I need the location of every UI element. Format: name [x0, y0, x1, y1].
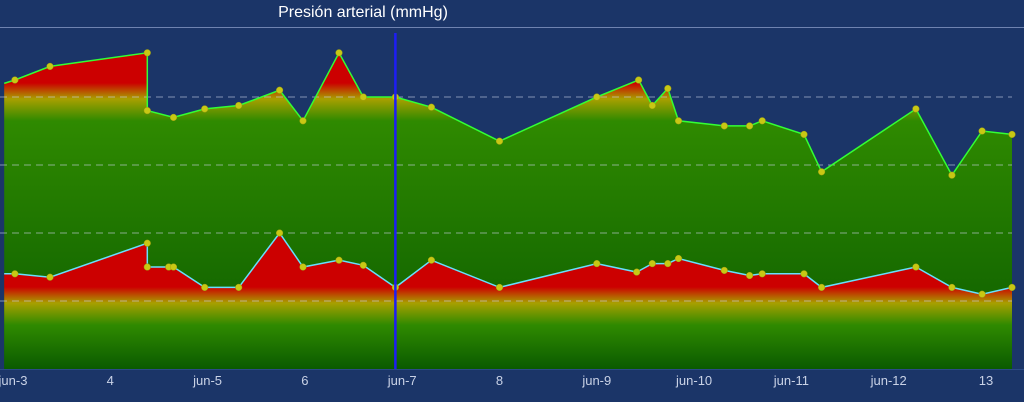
series-0-point — [201, 105, 209, 113]
series-1-point — [978, 290, 986, 298]
series-1-point — [46, 273, 54, 281]
series-1-point — [359, 261, 367, 269]
series-1-point — [948, 283, 956, 291]
series-1-point — [593, 260, 601, 268]
series-1-point — [201, 283, 209, 291]
series-0-point — [235, 101, 243, 110]
series-1-point — [648, 260, 656, 268]
series-0-point — [299, 117, 307, 125]
series-1-point — [11, 270, 19, 278]
series-0-point — [948, 171, 956, 179]
series-0-point — [427, 103, 435, 111]
series-1-point — [758, 270, 766, 278]
x-tick-label: jun-7 — [387, 373, 417, 388]
series-0-point — [276, 86, 284, 94]
x-tick-label: jun-11 — [773, 373, 809, 388]
series-1-point — [169, 263, 178, 271]
chart-title: Presión arterial (mmHg) — [278, 4, 448, 21]
series-0-point — [758, 117, 766, 125]
x-tick-label: 8 — [496, 373, 503, 388]
series-0-point — [359, 93, 367, 101]
series-1-point — [746, 271, 754, 280]
x-tick-label: jun-3 — [0, 373, 27, 388]
series-1-point — [143, 239, 151, 247]
series-1-point — [335, 256, 343, 264]
series-1-point — [235, 283, 243, 291]
series-0-point — [46, 62, 54, 70]
series-1-point — [1008, 283, 1016, 291]
series-0-point — [169, 113, 178, 121]
x-tick-label: jun-12 — [870, 373, 907, 388]
series-0-point — [11, 76, 19, 84]
series-1-point — [276, 229, 284, 237]
series-1-point — [495, 283, 504, 291]
series-1-point — [800, 270, 808, 278]
x-tick-label: 13 — [979, 373, 993, 388]
series-0-point — [912, 105, 920, 113]
series-1-point — [818, 283, 826, 291]
series-0-point — [1008, 130, 1016, 138]
series-1-point — [427, 256, 435, 264]
series-0-point — [648, 101, 656, 110]
series-1-point — [720, 266, 728, 274]
series-1-point — [299, 263, 307, 271]
x-tick-label: jun-10 — [675, 373, 712, 388]
series-0-point — [635, 76, 643, 84]
series-0-point — [720, 122, 728, 130]
series-1-point — [664, 260, 672, 268]
series-0-point — [674, 117, 683, 125]
series-0-point — [495, 137, 504, 145]
series-1-point — [912, 263, 920, 271]
x-tick-label: 4 — [107, 373, 114, 388]
x-tick-label: jun-5 — [192, 373, 222, 388]
series-1-point — [143, 263, 151, 271]
series-0-point — [335, 49, 343, 57]
series-0-point — [978, 127, 986, 135]
series-0-point — [143, 107, 151, 115]
x-tick-label: jun-9 — [581, 373, 611, 388]
series-0-point — [143, 49, 151, 57]
series-1-point — [674, 254, 683, 263]
series-0-point — [818, 168, 826, 176]
series-0-point — [800, 130, 808, 138]
series-0-point — [593, 93, 601, 101]
series-0-point — [664, 84, 672, 93]
series-1-point — [633, 268, 641, 276]
x-tick-label: 6 — [301, 373, 308, 388]
series-1-line — [4, 231, 1013, 295]
series-0-point — [746, 122, 754, 130]
